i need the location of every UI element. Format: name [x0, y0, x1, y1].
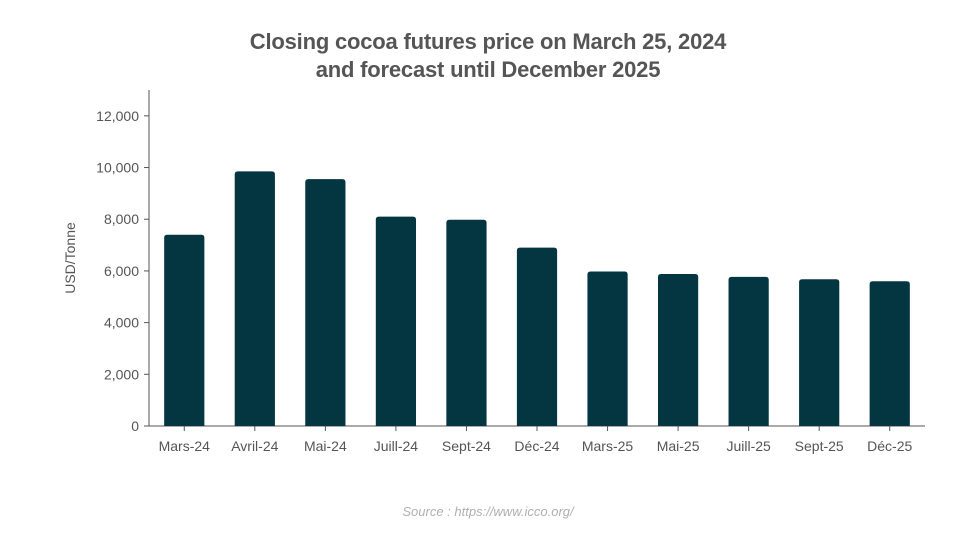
bar-Mars-25	[587, 271, 628, 426]
x-axis: Mars-24 Avril-24 Mai-24 Juill-24 Sept-24 Déc-…	[149, 425, 925, 454]
x-tick-label: Juill-24	[374, 438, 419, 454]
bar-Mars-24	[164, 234, 205, 426]
y-tick-label: 6,000	[104, 263, 139, 279]
y-tick-label: 10,000	[96, 160, 139, 176]
y-tick-label: 8,000	[104, 211, 139, 227]
y-tick-label: 0	[131, 418, 139, 434]
y-tick-label: 2,000	[104, 366, 139, 382]
x-tick-label: Mars-24	[159, 438, 211, 454]
x-tick-label: Déc-24	[514, 438, 559, 454]
bar-Juill-25	[728, 276, 769, 426]
bar-Déc-24	[516, 247, 558, 426]
chart-title: Closing cocoa futures price on March 25,…	[0, 28, 976, 84]
bar-Sept-24	[446, 219, 487, 426]
chart-title-line-1: Closing cocoa futures price on March 25,…	[249, 29, 727, 54]
y-tick-label: 4,000	[104, 315, 139, 331]
bar-Mai-24	[305, 179, 346, 426]
x-tick-label: Déc-25	[867, 438, 912, 454]
x-tick-label: Mai-25	[657, 438, 700, 454]
bar-Avril-24	[234, 171, 275, 426]
x-tick-label: Mai-24	[304, 438, 347, 454]
bar-Juill-24	[375, 216, 417, 426]
y-tick-label: 12,000	[96, 108, 139, 124]
x-tick-label: Sept-24	[442, 438, 491, 454]
source-note: Source : https://www.icco.org/	[402, 504, 574, 519]
bar-Mai-25	[657, 274, 699, 426]
bars	[164, 171, 910, 426]
chart-title-line-2: and forecast until December 2025	[315, 57, 661, 82]
y-axis: 0 2,000 4,000 6,000 8,000 10,000 12,000	[96, 90, 150, 434]
bar-Déc-25	[869, 281, 910, 426]
x-tick-label: Juill-25	[726, 438, 771, 454]
x-tick-label: Mars-25	[582, 438, 634, 454]
bar-Sept-25	[799, 279, 840, 426]
y-axis-title: USD/Tonne	[62, 222, 78, 294]
x-tick-label: Sept-25	[795, 438, 844, 454]
x-tick-label: Avril-24	[231, 438, 278, 454]
